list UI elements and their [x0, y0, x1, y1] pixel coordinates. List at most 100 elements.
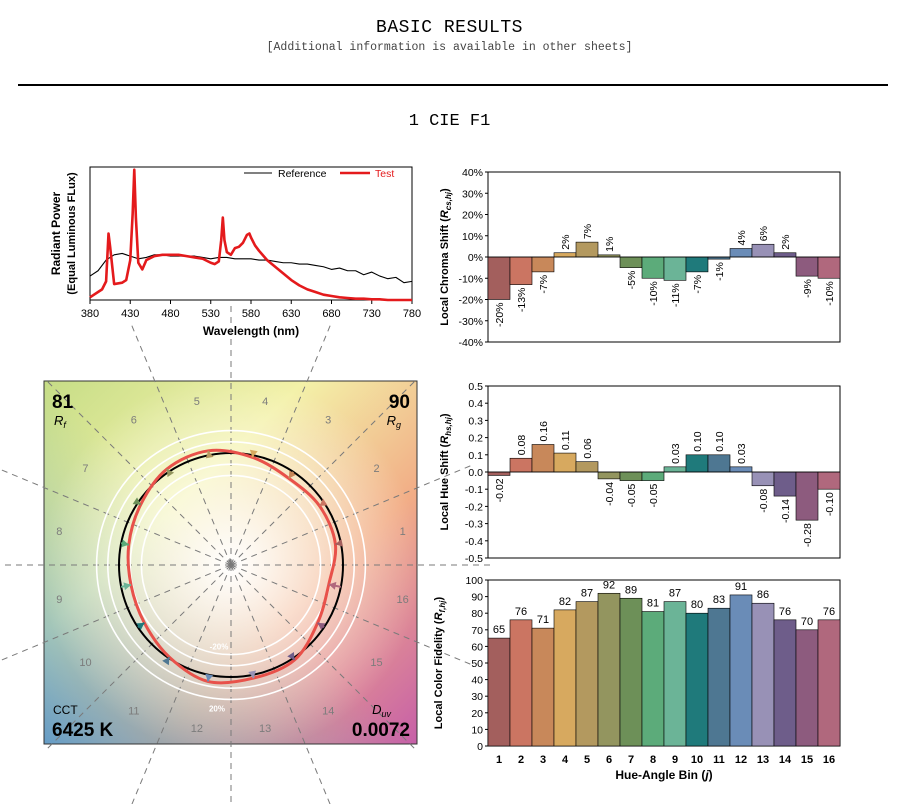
spd-x-tick-label: 580 [242, 308, 260, 320]
cvg-vector-arrowhead [335, 538, 344, 547]
rf-value: 81 [52, 392, 74, 413]
chroma-bar [685, 256, 709, 273]
chroma-bar [487, 256, 511, 300]
fidelity-y-tick-label: 40 [471, 675, 483, 687]
cvg-vector-arrowhead [287, 651, 295, 660]
hue-y-tick-label: 0.2 [468, 433, 483, 445]
duv-value: 0.0072 [352, 720, 410, 741]
chroma-bar [729, 248, 753, 258]
header-divider [18, 84, 888, 86]
hue-y-tick-label: -0.4 [465, 536, 483, 548]
cvg-vector-arrowhead [205, 673, 214, 682]
cvg-vector-arrowhead [205, 450, 214, 459]
chroma-data-label: 2% [560, 235, 572, 250]
spd-x-tick-label: 680 [322, 308, 340, 320]
hue-bar [685, 454, 709, 473]
hue-data-label: 0.03 [670, 443, 682, 464]
spd-x-axis-label: Wavelength (nm) [203, 324, 299, 338]
cvg-ring [107, 441, 355, 689]
hue-y-tick-label: 0.3 [468, 415, 483, 427]
spd-x-tick-label: 530 [202, 308, 220, 320]
fidelity-bar [685, 612, 709, 747]
fidelity-x-tick-label: 14 [779, 754, 792, 766]
fidelity-x-tick-label: 6 [606, 754, 612, 766]
chroma-data-label: -5% [626, 271, 638, 290]
hue-bar [487, 471, 511, 476]
spd-reference-line [89, 252, 413, 284]
cvg-bin-label: 9 [56, 594, 62, 606]
chroma-data-label: 1% [604, 237, 616, 252]
fidelity-data-label: 80 [691, 599, 703, 611]
fidelity-x-tick-label: 9 [672, 754, 678, 766]
hue-bar [509, 457, 533, 473]
cvg-vector-arrowhead [166, 469, 175, 478]
section-title: 1 CIE F1 [408, 112, 491, 131]
hue-bar [751, 471, 775, 487]
hue-bar [817, 471, 841, 490]
fidelity-x-axis-label: Hue-Angle Bin (j) [615, 768, 712, 782]
hue-y-tick-label: -0.1 [465, 484, 483, 496]
hue-y-axis-label: Local Hue Shift (Rhs,hj) [439, 413, 453, 530]
cvg-bin-label: 6 [131, 414, 137, 426]
cvg-vector-arrowhead [123, 582, 132, 591]
hue-data-label: 0.11 [560, 430, 572, 450]
fidelity-data-label: 86 [757, 589, 769, 601]
cvg-ring-label-inner: -20% [210, 643, 229, 652]
fidelity-y-tick-label: 20 [471, 708, 483, 720]
hue-bar [729, 466, 753, 473]
cvg-vector-arrowhead [136, 622, 145, 631]
cvg-vector-arrowhead [249, 449, 258, 458]
cvg-bin-label: 4 [262, 396, 268, 408]
fidelity-y-tick-label: 50 [471, 658, 483, 670]
fidelity-y-tick-label: 10 [471, 724, 483, 736]
hue-bar [597, 471, 621, 480]
page-title: BASIC RESULTS [376, 18, 523, 38]
chroma-data-label: 2% [780, 235, 792, 250]
hue-y-tick-label: -0.3 [465, 519, 483, 531]
fidelity-bar [817, 619, 841, 747]
chroma-data-label: -10% [824, 281, 836, 306]
chroma-data-label: -1% [714, 262, 726, 281]
cvg-bin-label: 3 [325, 414, 331, 426]
spd-x-tick-label: 480 [161, 308, 179, 320]
chroma-y-tick-label: 30% [462, 188, 483, 200]
cvg-bin-label: 14 [322, 706, 334, 718]
chroma-data-label: 6% [758, 226, 770, 241]
fidelity-bar [553, 609, 577, 747]
spd-x-tick-label: 430 [121, 308, 139, 320]
fidelity-data-label: 92 [603, 579, 615, 591]
spd-y-axis-label-line2: (Equal Luminous FLux) [66, 172, 78, 295]
fidelity-data-label: 76 [515, 606, 527, 618]
cvg-vector-arrowhead [121, 539, 129, 548]
cvg-vector-arrowhead [288, 470, 297, 479]
chroma-data-label: -11% [670, 283, 682, 307]
fidelity-data-label: 89 [625, 584, 637, 596]
fidelity-x-tick-label: 2 [518, 754, 524, 766]
chroma-bar [619, 256, 643, 268]
fidelity-y-tick-label: 30 [471, 691, 483, 703]
hue-data-label: -0.05 [626, 483, 638, 507]
chroma-y-tick-label: 10% [462, 231, 483, 243]
chroma-y-axis-label: Local Chroma Shift (Rcs,hj) [439, 188, 453, 326]
fidelity-data-label: 87 [581, 588, 593, 600]
fidelity-bar [729, 594, 753, 747]
hue-bar [619, 471, 643, 481]
chroma-y-tick-label: 20% [462, 210, 483, 222]
fidelity-x-tick-label: 10 [691, 754, 703, 766]
cvg-vector-arrowhead [319, 498, 328, 506]
hue-data-label: -0.28 [802, 523, 814, 547]
fidelity-x-tick-label: 7 [628, 754, 634, 766]
hue-data-label: -0.14 [780, 499, 792, 523]
cvg-bin-label: 2 [373, 463, 379, 475]
chroma-shift-chart: 40% 30% 20% 10% 0% -10% -20% -30% -40% -20% -13% -7… [439, 167, 841, 349]
hue-bar [641, 471, 665, 481]
chroma-data-label: -13% [516, 288, 528, 313]
fidelity-x-tick-label: 11 [713, 754, 725, 766]
chroma-bar [795, 256, 819, 277]
chroma-bar [509, 256, 533, 285]
fidelity-y-tick-label: 70 [471, 625, 483, 637]
hue-y-tick-label: -0.2 [465, 501, 483, 513]
hue-data-label: -0.05 [648, 483, 660, 507]
